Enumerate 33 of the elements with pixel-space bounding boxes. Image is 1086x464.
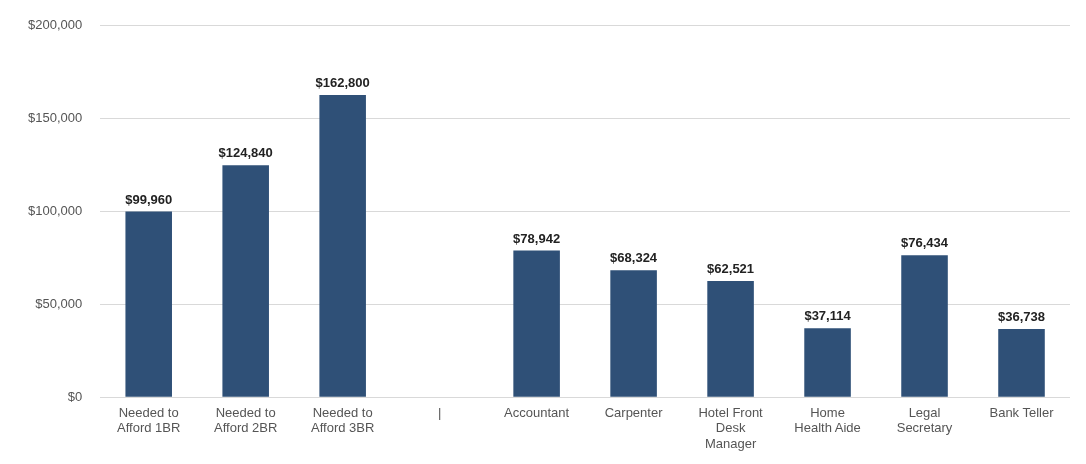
x-tick-label: Hotel Front Desk Manager	[698, 404, 764, 451]
data-label: $37,114	[804, 308, 852, 324]
x-tick-label: Needed to Afford 2BR	[214, 404, 278, 436]
y-tick-label: $150,000	[27, 110, 83, 126]
x-tick-label: Needed to Afford 3BR	[310, 404, 375, 436]
bar	[610, 270, 657, 397]
y-tick-label: $200,000	[27, 17, 83, 33]
data-label: $78,942	[513, 230, 561, 246]
bar	[319, 94, 366, 397]
data-label: $62,521	[707, 261, 755, 277]
x-tick-label: Bank Teller	[989, 404, 1055, 420]
x-tick-label: Accountant	[504, 404, 570, 420]
data-label: $68,324	[610, 250, 658, 266]
x-tick-label: Needed to Afford 1BR	[117, 404, 181, 436]
y-tick-label: $0	[67, 388, 83, 404]
x-tick-label: Home Health Aide	[794, 404, 861, 436]
bar	[707, 281, 754, 397]
x-tick-label: Carpenter	[604, 404, 664, 420]
bar	[804, 328, 851, 397]
bar	[125, 211, 172, 397]
bar	[513, 250, 560, 397]
bar	[998, 328, 1045, 397]
bar	[901, 255, 948, 397]
x-tick-label: |	[437, 404, 442, 420]
data-label: $36,738	[998, 309, 1046, 325]
y-tick-label: $50,000	[35, 295, 83, 311]
data-label: $99,960	[125, 191, 173, 207]
x-tick-label: Legal Secretary	[896, 404, 953, 436]
data-label: $162,800	[315, 74, 370, 90]
data-label: $124,840	[218, 145, 273, 161]
data-label: $76,434	[901, 235, 949, 251]
bar	[222, 165, 269, 397]
y-tick-label: $100,000	[27, 203, 83, 219]
